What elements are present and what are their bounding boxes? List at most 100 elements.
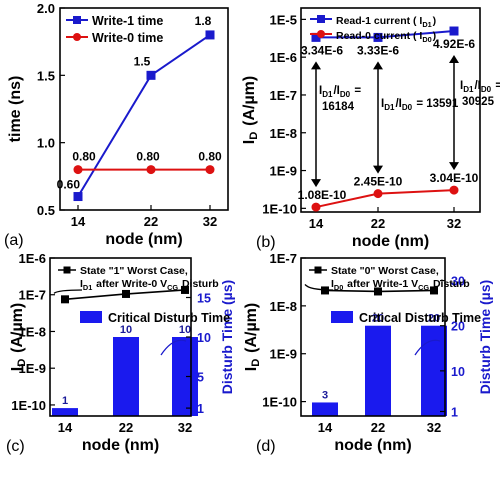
data-point	[73, 192, 83, 202]
data-point	[430, 286, 438, 295]
x-tick-label: 32	[203, 214, 217, 229]
x-tick-label: 14	[309, 216, 324, 231]
data-point	[73, 165, 83, 175]
arrow-head	[311, 61, 321, 70]
y-tick-label: 1E-7	[270, 251, 297, 266]
panel-label: (a)	[4, 232, 24, 249]
y-right-tick-label: 15	[197, 292, 211, 306]
data-label: 0.80	[136, 150, 160, 164]
bar-value-label: 10	[179, 324, 191, 336]
x-tick-label: 22	[371, 420, 385, 435]
y-axis-label: ID (A/µm)	[9, 303, 28, 371]
legend-marker	[317, 30, 325, 38]
data-point	[146, 70, 156, 80]
x-axis-label: node (nm)	[105, 231, 182, 248]
x-tick-label: 14	[58, 420, 73, 435]
ratio-label: 16184	[322, 101, 355, 113]
data-point	[373, 189, 383, 199]
y-right-tick-label: 10	[197, 331, 211, 345]
legend-label: State "1" Worst Case,	[80, 265, 188, 277]
y-tick-label: 1E-9	[270, 347, 297, 362]
data-point	[181, 285, 189, 294]
y-tick-label: 1E-6	[270, 50, 297, 65]
bar	[365, 325, 391, 416]
data-point	[449, 26, 459, 36]
y-right-axis-label: Disturb Time (µs)	[219, 280, 235, 394]
panel-label: (c)	[6, 438, 25, 455]
y-right-tick-label: 20	[451, 320, 465, 334]
bar-value-label: 10	[120, 324, 132, 336]
arrow-head	[373, 61, 383, 70]
bar	[172, 337, 198, 416]
x-tick-label: 32	[427, 420, 441, 435]
y-tick-label: 1.0	[37, 136, 55, 151]
ratio-label: ID1 /ID0 =	[460, 80, 500, 94]
legend-label: Write-1 time	[92, 14, 163, 28]
y-tick-label: 1E-8	[270, 126, 297, 141]
legend-marker	[317, 15, 325, 23]
legend-label: ID0 after Write-1 VCG Disturb	[331, 278, 470, 292]
data-point	[311, 202, 321, 212]
arrow-head	[373, 165, 383, 174]
x-tick-label: 22	[144, 214, 158, 229]
bar-value-label: 20	[428, 313, 440, 325]
data-label: 0.80	[198, 150, 222, 164]
legend-marker	[73, 16, 81, 24]
y-tick-label: 1E-10	[262, 201, 297, 216]
y-right-tick-label: 10	[451, 365, 465, 379]
y-tick-label: 1E-5	[270, 12, 297, 27]
bar-value-label: 20	[372, 313, 384, 325]
y-right-axis-label: Disturb Time (µs)	[477, 280, 493, 394]
data-label: 0.80	[72, 150, 96, 164]
data-label: 3.34E-6	[301, 43, 343, 57]
panel-label: (d)	[256, 438, 276, 455]
y-axis-label: ID (A/µm)	[243, 303, 262, 371]
data-label: 3.33E-6	[357, 43, 399, 57]
plot-frame	[59, 7, 229, 211]
data-point	[205, 165, 215, 175]
data-point	[449, 185, 459, 195]
bar	[113, 337, 139, 416]
legend-swatch	[331, 311, 353, 323]
data-label: 1.08E-10	[298, 188, 347, 202]
x-axis-label: node (nm)	[82, 437, 159, 454]
legend-marker	[63, 266, 71, 274]
data-label: 3.04E-10	[430, 171, 479, 185]
y-tick-label: 1E-7	[19, 288, 46, 303]
y-tick-label: 1E-10	[11, 398, 46, 413]
x-tick-label: 22	[371, 216, 385, 231]
legend-swatch	[80, 311, 102, 323]
y-axis-label: time (ns)	[7, 76, 24, 143]
panel-b: 1E-10 1E-9 1E-8 1E-7 1E-6 1E-5 14 22 32 node (nm)…	[241, 7, 500, 251]
ratio-label: ID1 /ID0 =	[319, 85, 361, 99]
data-point	[122, 289, 130, 298]
y-tick-label: 1E-10	[262, 395, 297, 410]
y-right-tick-label: 5	[197, 371, 204, 385]
y-tick-label: 2.0	[37, 1, 55, 16]
bar-value-label: 1	[62, 395, 68, 407]
data-point	[311, 32, 321, 42]
legend-label: Critical Disturb Time	[108, 311, 230, 325]
bar	[52, 408, 78, 416]
panel-label: (b)	[256, 234, 276, 251]
legend-label: Critical Disturb Time	[359, 311, 481, 325]
x-tick-label: 32	[447, 216, 461, 231]
y-tick-label: 1E-9	[270, 164, 297, 179]
legend-label: Read-0 current ( ID0 )	[336, 30, 436, 44]
x-tick-label: 32	[178, 420, 192, 435]
y-tick-label: 1E-7	[270, 88, 297, 103]
y-tick-label: 1E-6	[19, 251, 46, 266]
legend-label: ID1 after Write-0 VCG Disturb	[80, 278, 219, 292]
x-axis-label: node (nm)	[352, 233, 429, 250]
x-tick-label: 22	[119, 420, 133, 435]
x-tick-label: 14	[71, 214, 86, 229]
plot-frame	[300, 7, 481, 213]
data-point	[374, 287, 382, 296]
y-tick-label: 1.5	[37, 68, 55, 83]
ratio-label: ID1 /ID0 = 13591	[381, 98, 459, 112]
bar-value-label: 3	[322, 389, 328, 401]
data-label: 4.92E-6	[433, 37, 475, 51]
legend-label: Write-0 time	[92, 31, 163, 45]
